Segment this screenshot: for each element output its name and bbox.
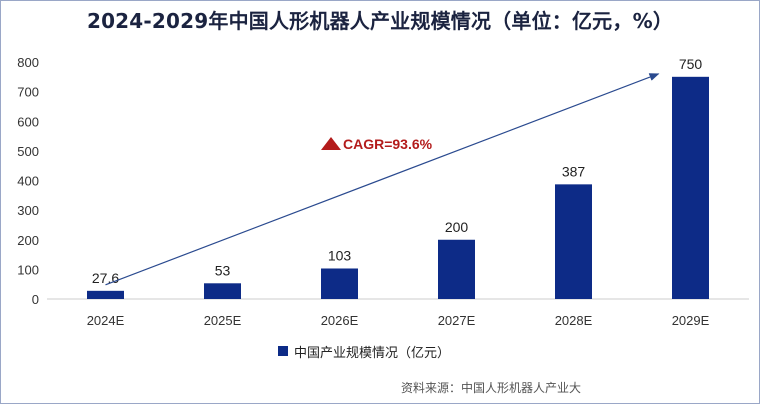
x-tick-label: 2027E: [438, 313, 476, 328]
bar-2026E: [321, 268, 358, 299]
y-tick-label: 500: [17, 144, 39, 159]
x-tick-label: 2026E: [321, 313, 359, 328]
bar-2024E: [87, 290, 124, 299]
data-label: 387: [562, 163, 586, 179]
legend-label: 中国产业规模情况（亿元）: [294, 345, 451, 361]
bar-2029E: [672, 76, 709, 299]
x-tick-label: 2028E: [555, 313, 593, 328]
data-label: 103: [328, 247, 352, 263]
cagr-trend-arrow: [105, 73, 660, 286]
y-tick-label: 300: [17, 203, 39, 218]
bar-2027E: [438, 239, 475, 299]
cagr-label: CAGR=93.6%: [343, 136, 433, 152]
legend-swatch: [278, 346, 288, 356]
y-tick-label: 600: [17, 114, 39, 129]
x-tick-label: 2025E: [204, 313, 242, 328]
y-tick-label: 200: [17, 233, 39, 248]
y-axis: 0 100 200 300 400 500 600 700 800: [17, 55, 39, 307]
y-tick-label: 0: [32, 292, 39, 307]
data-label: 200: [445, 219, 469, 235]
cagr-triangle-icon: [321, 137, 341, 150]
x-tick-label: 2029E: [672, 313, 710, 328]
y-tick-label: 400: [17, 174, 39, 189]
cagr-annotation: CAGR=93.6%: [321, 136, 433, 152]
x-axis: 2024E 2025E 2026E 2027E 2028E 2029E: [47, 298, 749, 328]
chart-title: 2024-2029年中国人形机器人产业规模情况（单位：亿元，%）: [86, 9, 674, 33]
source-note: 资料来源：中国人形机器人产业大: [401, 381, 582, 395]
data-label: 27.6: [92, 270, 119, 286]
data-label: 53: [215, 262, 231, 278]
data-label: 750: [679, 56, 703, 72]
legend: 中国产业规模情况（亿元）: [278, 341, 450, 361]
bar-series: [87, 76, 709, 299]
bar-2025E: [204, 283, 241, 299]
bar-2028E: [555, 184, 592, 299]
y-tick-label: 700: [17, 85, 39, 100]
y-tick-label: 100: [17, 262, 39, 277]
y-tick-label: 800: [17, 55, 39, 70]
x-tick-label: 2024E: [87, 313, 125, 328]
data-labels: 27.6 53 103 200 387 750: [92, 56, 703, 286]
